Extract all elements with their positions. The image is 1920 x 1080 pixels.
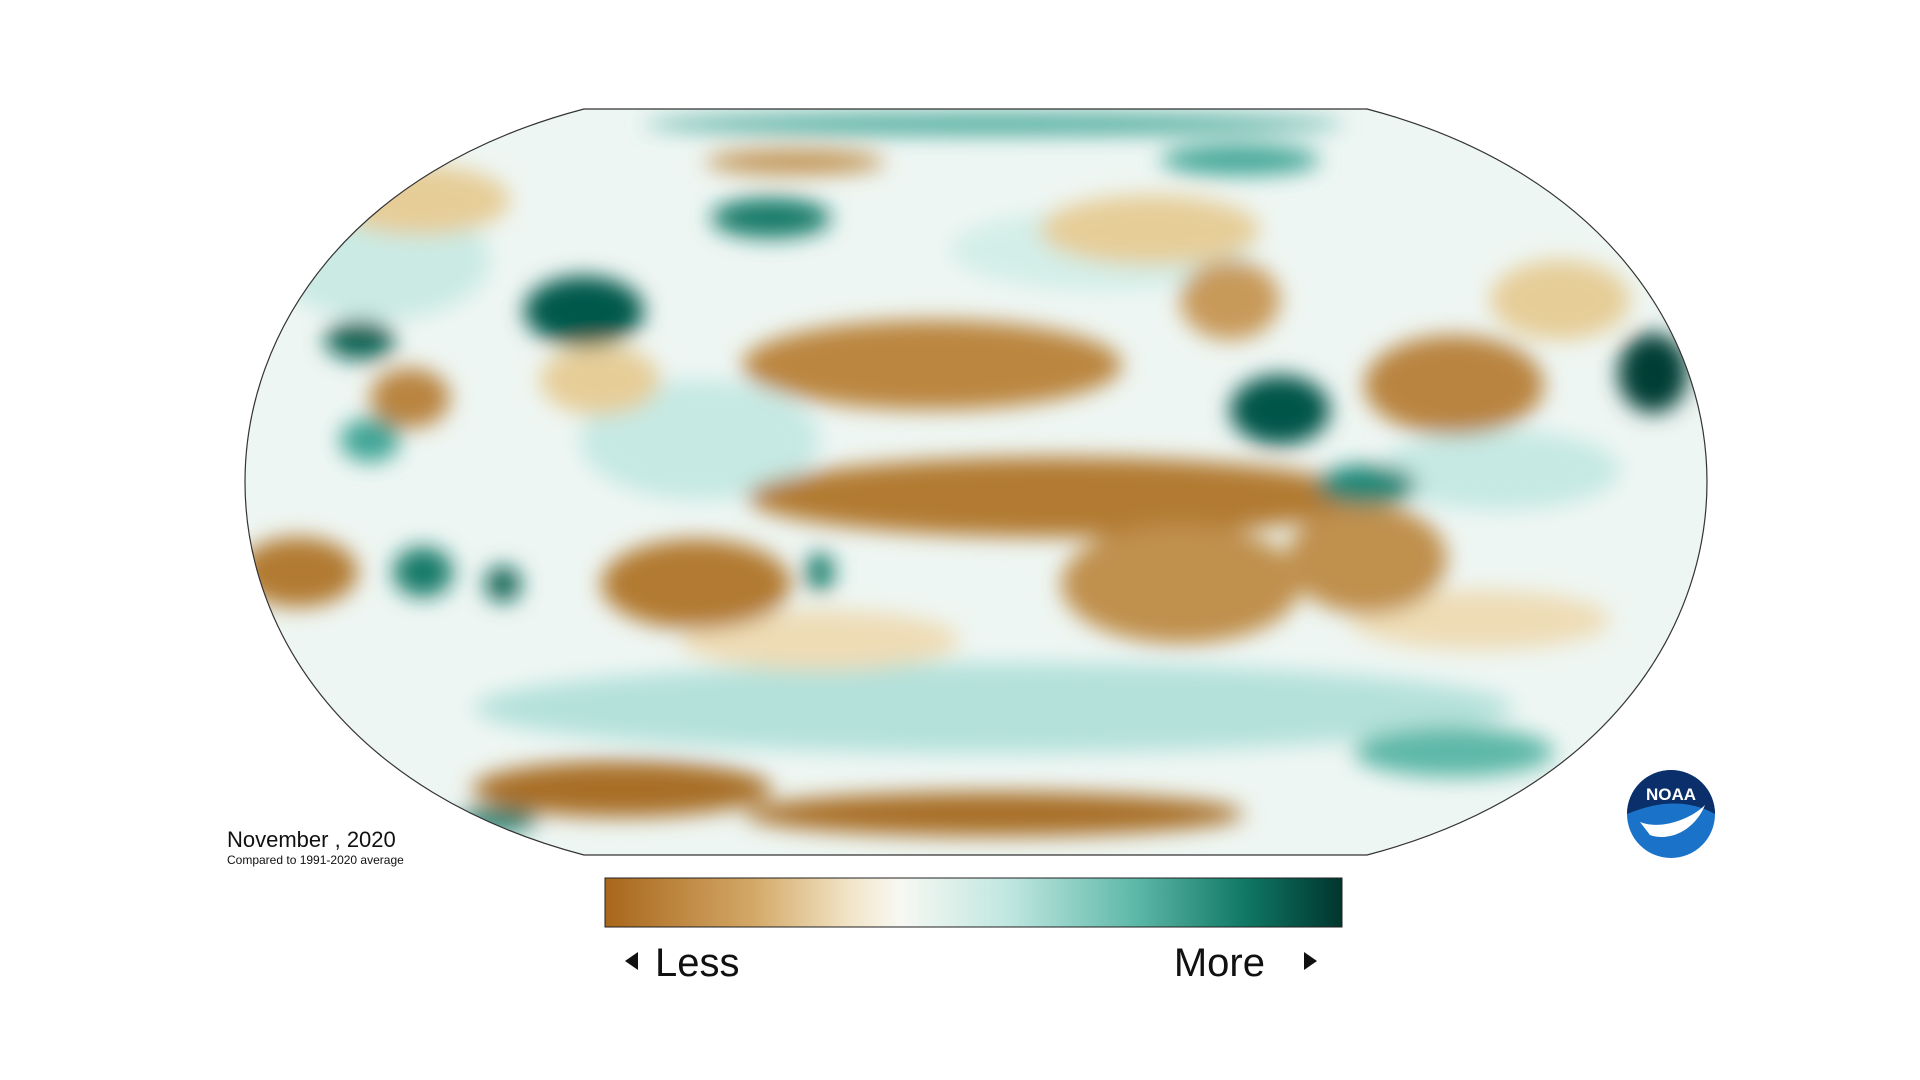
legend-less: Less	[655, 941, 740, 985]
color-scale	[604, 877, 1343, 928]
date-label: November , 2020	[227, 827, 396, 852]
less-arrow	[625, 952, 638, 970]
more-arrow	[1304, 952, 1317, 970]
map-field	[245, 109, 1707, 855]
noaa-logo: NOAA	[1627, 770, 1715, 858]
subtitle: Compared to 1991-2020 average	[227, 853, 404, 867]
map-outline	[244, 108, 1708, 856]
legend-more: More	[1174, 941, 1265, 985]
logo-text: NOAA	[1646, 785, 1696, 804]
